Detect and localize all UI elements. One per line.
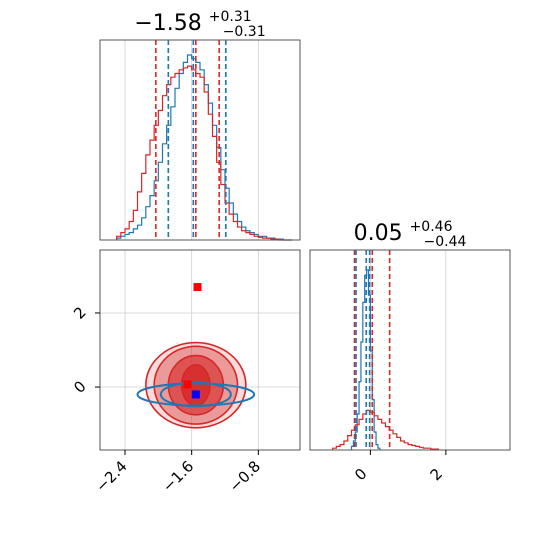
marginal-x-title: −1.58 +0.31 −0.31 xyxy=(134,2,265,40)
marginal-y-xtick-label: 0 xyxy=(351,465,370,484)
marginal-y-histogram-red xyxy=(332,409,439,450)
marginal-x-title-value: −1.58 xyxy=(134,11,201,36)
marginal-y-frame xyxy=(309,249,511,451)
joint-frame xyxy=(99,249,301,451)
joint-panel: −2.4 −1.6 −0.8 0 2 xyxy=(70,249,301,496)
marginal-y-xtick-label: 2 xyxy=(427,465,446,484)
marginal-x-panel xyxy=(99,39,301,241)
joint-xtick-label: −1.6 xyxy=(159,457,197,495)
joint-red-marker xyxy=(183,380,192,389)
marginal-y-title-value: 0.05 xyxy=(354,221,403,246)
marginal-x-frame xyxy=(99,39,301,241)
marginal-y-title: 0.05 +0.46 −0.44 xyxy=(354,212,467,250)
marginal-x-title-upper: +0.31 xyxy=(209,9,252,25)
marginal-x-histogram-blue xyxy=(116,54,292,241)
joint-ytick-label: 2 xyxy=(70,303,89,322)
joint-xtick-label: −2.4 xyxy=(92,457,130,495)
marginal-x-title-lower: −0.31 xyxy=(223,24,266,40)
joint-blue-marker xyxy=(191,390,200,399)
marginal-y-title-upper: +0.46 xyxy=(410,219,453,235)
marginal-y-title-lower: −0.44 xyxy=(423,234,466,250)
marginal-x-histogram-red xyxy=(116,65,292,241)
joint-ytick-label: 0 xyxy=(70,377,89,396)
joint-xtick-label: −0.8 xyxy=(226,457,264,495)
joint-red-marker xyxy=(193,283,202,292)
joint-blue-contour xyxy=(136,382,256,407)
